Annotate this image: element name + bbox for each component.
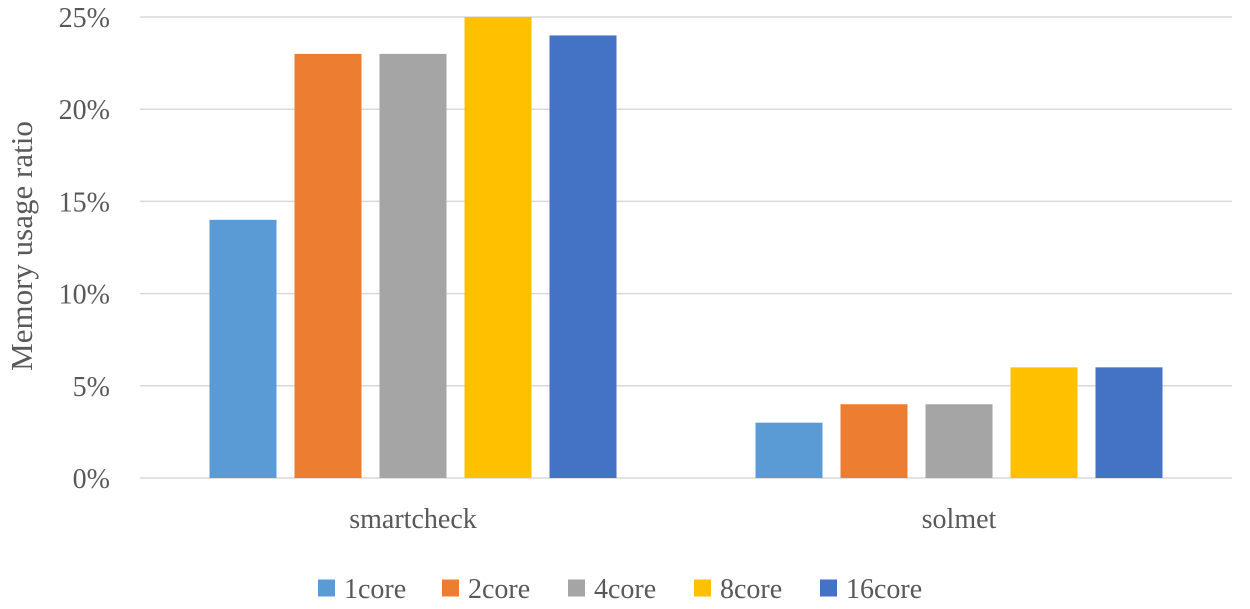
y-axis-title: Memory usage ratio: [4, 121, 39, 371]
legend-label-2core: 2core: [468, 574, 530, 605]
bar-smartcheck-16core: [549, 35, 617, 478]
bar-smartcheck-8core: [464, 17, 532, 478]
y-tick-label: 15%: [59, 187, 110, 218]
legend-swatch-2core: [442, 579, 459, 597]
y-tick-label: 0%: [73, 464, 110, 495]
x-axis-ticks: smartcheck solmet: [349, 504, 996, 535]
y-axis-ticks: 0% 5% 10% 15% 20% 25%: [59, 3, 110, 495]
y-tick-label: 10%: [59, 280, 110, 311]
bar-smartcheck-4core: [379, 53, 447, 478]
y-tick-label: 20%: [59, 95, 110, 126]
bar-smartcheck-1core: [209, 219, 277, 478]
legend-label-4core: 4core: [594, 574, 656, 605]
legend-label-8core: 8core: [720, 574, 782, 605]
bar-solmet-1core: [755, 422, 823, 478]
y-tick-label: 5%: [73, 372, 110, 403]
bars: [209, 17, 1163, 478]
bar-smartcheck-2core: [294, 53, 362, 478]
x-tick-label: smartcheck: [349, 504, 477, 535]
x-tick-label: solmet: [922, 504, 997, 535]
legend-label-16core: 16core: [846, 574, 922, 605]
legend-label-1core: 1core: [344, 574, 406, 605]
bar-solmet-4core: [925, 404, 993, 478]
legend: 1core 2core 4core 8core 16core: [318, 574, 922, 605]
bar-solmet-16core: [1095, 367, 1163, 478]
y-tick-label: 25%: [59, 3, 110, 34]
legend-swatch-8core: [694, 579, 711, 597]
legend-swatch-4core: [568, 579, 585, 597]
legend-swatch-16core: [820, 579, 837, 597]
bar-solmet-2core: [840, 404, 908, 478]
bar-solmet-8core: [1010, 367, 1078, 478]
legend-swatch-1core: [318, 579, 335, 597]
